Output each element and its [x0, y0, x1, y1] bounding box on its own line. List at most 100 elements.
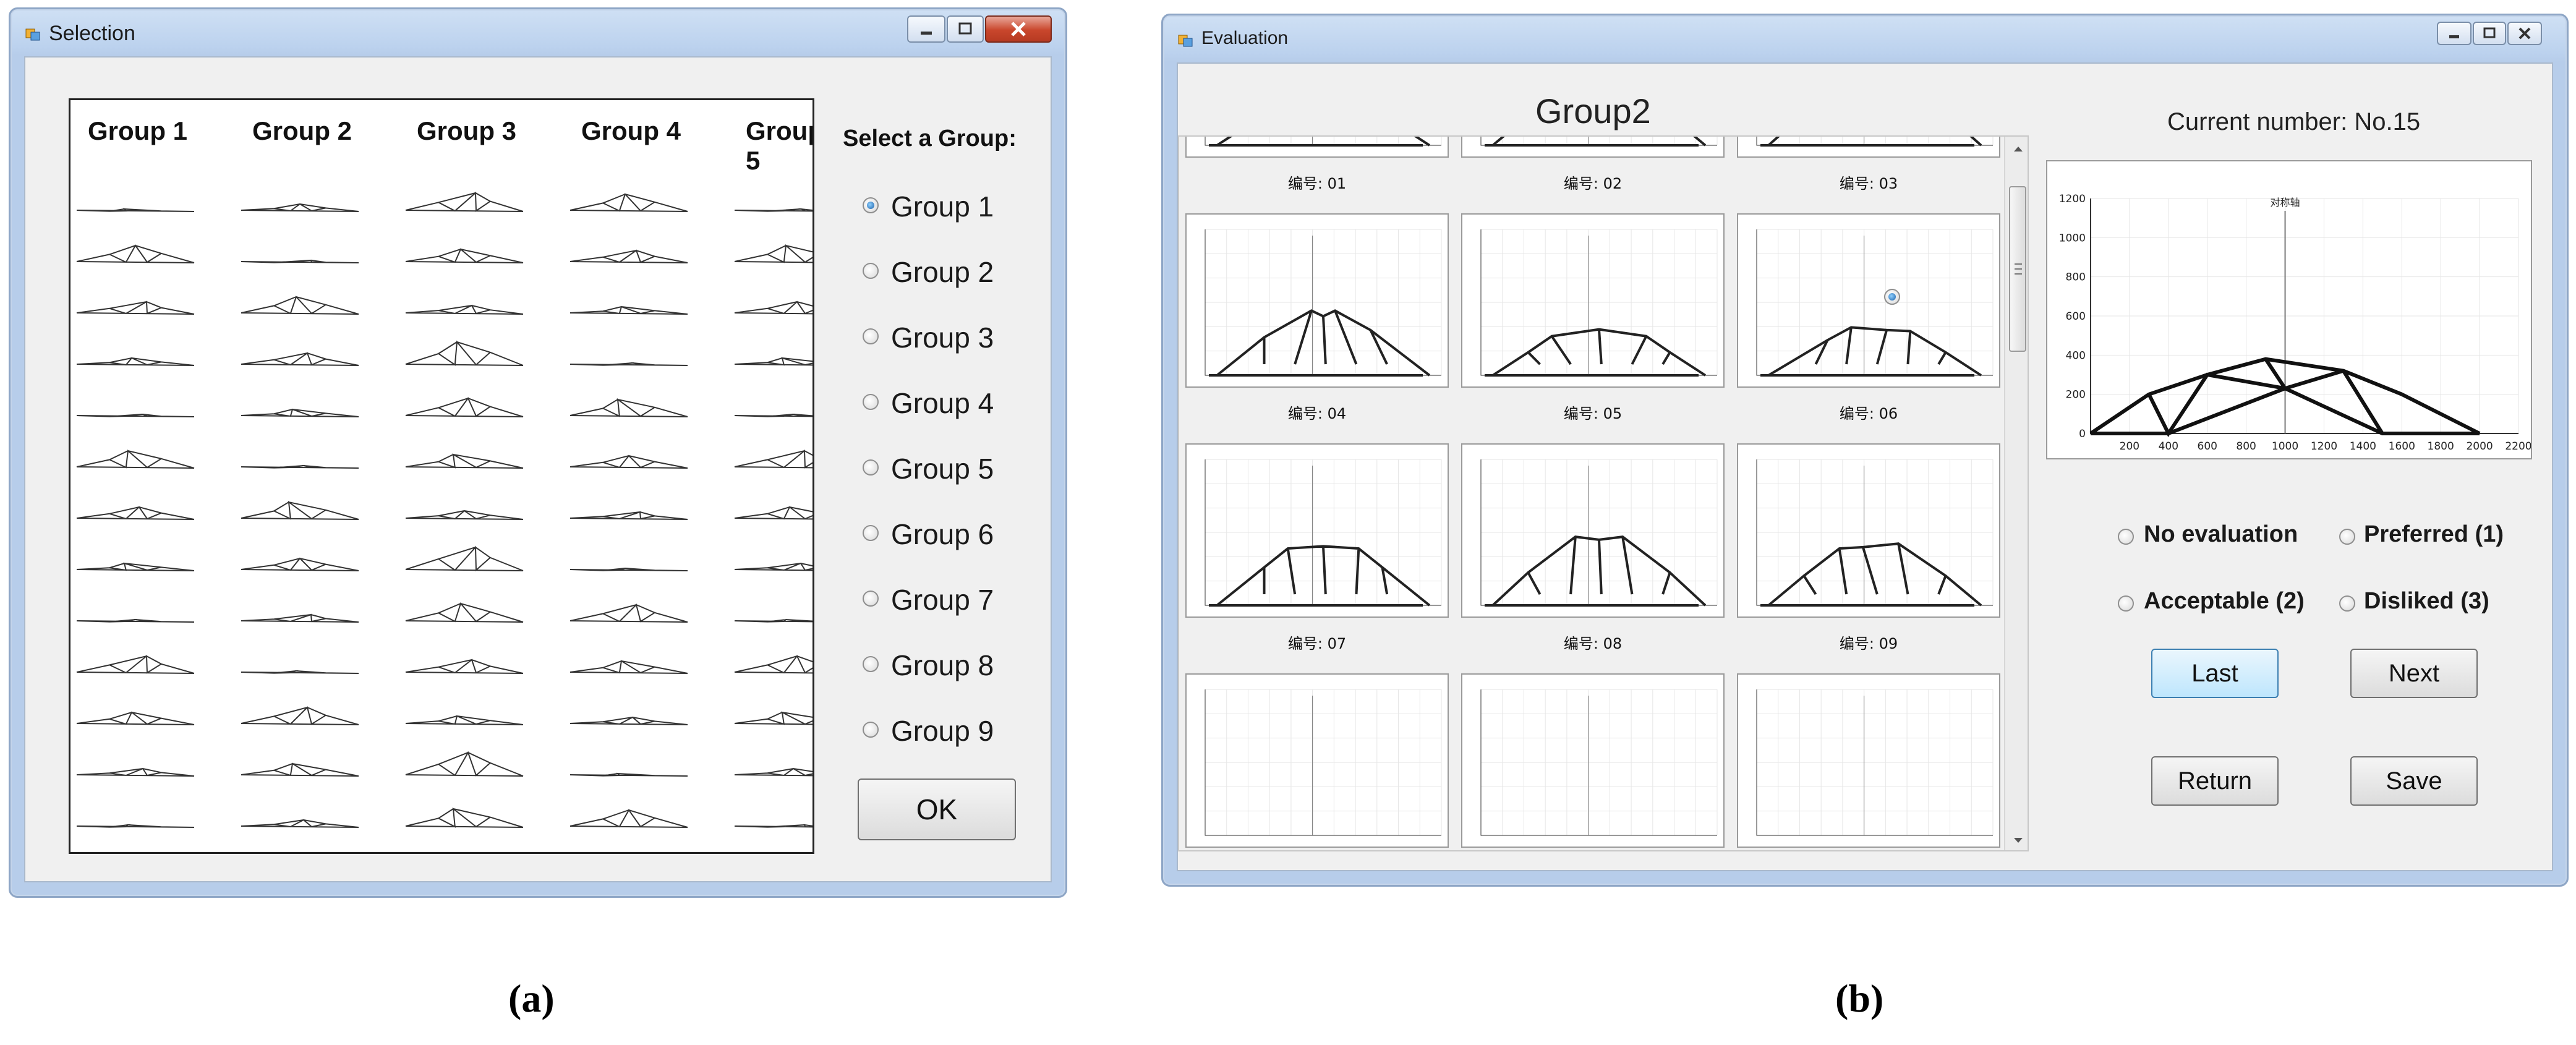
radio-group-9[interactable]	[863, 722, 879, 738]
truss-thumbnail[interactable]	[405, 304, 524, 315]
close-button[interactable]	[2507, 22, 2542, 45]
truss-thumbnail[interactable]	[569, 809, 688, 828]
truss-thumbnail[interactable]	[241, 500, 359, 520]
truss-thumbnail[interactable]	[76, 767, 195, 777]
truss-thumbnail[interactable]	[241, 762, 359, 777]
truss-thumbnail[interactable]	[734, 767, 814, 777]
truss-thumbnail[interactable]	[241, 706, 359, 725]
scrollbar-thumb[interactable]	[2009, 186, 2026, 352]
truss-thumbnail[interactable]	[241, 613, 359, 623]
truss-thumbnail[interactable]	[241, 557, 359, 571]
truss-thumbnail[interactable]	[76, 413, 195, 417]
truss-thumbnail[interactable]	[76, 711, 195, 725]
thumbnail-card[interactable]: 编号: 05	[1457, 210, 1728, 435]
thumbnail-card[interactable]: 编号: 03	[1733, 137, 2004, 205]
thumbnail-card[interactable]: 编号: 06	[1733, 210, 2004, 435]
last-button[interactable]: Last	[2151, 649, 2279, 698]
truss-thumbnail[interactable]	[405, 191, 524, 212]
truss-thumbnail[interactable]	[569, 772, 688, 777]
truss-thumbnail[interactable]	[569, 305, 688, 315]
vertical-scrollbar[interactable]	[2004, 137, 2029, 850]
thumbnail-card[interactable]	[1457, 670, 1728, 850]
save-button[interactable]: Save	[2350, 756, 2478, 806]
radio-disliked[interactable]	[2339, 595, 2355, 612]
ok-button[interactable]: OK	[858, 778, 1016, 840]
truss-thumbnail[interactable]	[734, 413, 814, 417]
thumbnail-card[interactable]: 编号: 08	[1457, 440, 1728, 665]
group-thumbnail-list[interactable]: Group 1 Group 2 Group 3 Group 4 Group 5	[69, 98, 814, 854]
truss-thumbnail[interactable]	[76, 244, 195, 263]
thumbnail-panel[interactable]: 编号: 01 编号: 02 编号: 03 编号: 04 编号: 05 编号: 06 编号: …	[1178, 135, 2029, 851]
scroll-down-icon[interactable]	[2005, 832, 2029, 850]
truss-thumbnail[interactable]	[734, 301, 814, 315]
radio-no-evaluation[interactable]	[2118, 529, 2134, 545]
truss-thumbnail[interactable]	[734, 506, 814, 520]
truss-thumbnail[interactable]	[734, 655, 814, 674]
thumbnail-card[interactable]	[1182, 670, 1452, 850]
truss-thumbnail[interactable]	[405, 659, 524, 674]
truss-thumbnail[interactable]	[734, 244, 814, 263]
truss-thumbnail[interactable]	[569, 454, 688, 469]
truss-thumbnail[interactable]	[76, 562, 195, 571]
radio-group-8[interactable]	[863, 656, 879, 672]
maximize-button[interactable]	[947, 15, 984, 43]
next-button[interactable]: Next	[2350, 649, 2478, 698]
truss-thumbnail[interactable]	[241, 203, 359, 212]
truss-thumbnail[interactable]	[241, 464, 359, 469]
minimize-button[interactable]	[907, 15, 945, 43]
minimize-button[interactable]	[2437, 22, 2472, 45]
truss-thumbnail[interactable]	[241, 670, 359, 674]
close-button[interactable]	[985, 15, 1052, 43]
scroll-up-icon[interactable]	[2005, 139, 2029, 158]
truss-thumbnail[interactable]	[734, 357, 814, 366]
radio-group-1[interactable]	[863, 197, 879, 213]
truss-thumbnail[interactable]	[241, 259, 359, 263]
radio-group-4[interactable]	[863, 394, 879, 410]
maximize-button[interactable]	[2473, 22, 2506, 45]
truss-thumbnail[interactable]	[405, 248, 524, 263]
truss-thumbnail[interactable]	[734, 449, 814, 469]
truss-thumbnail[interactable]	[569, 511, 688, 520]
truss-thumbnail[interactable]	[76, 357, 195, 366]
truss-thumbnail[interactable]	[241, 296, 359, 315]
truss-thumbnail[interactable]	[76, 208, 195, 212]
truss-thumbnail[interactable]	[734, 562, 814, 571]
truss-thumbnail[interactable]	[76, 654, 195, 674]
thumbnail-card[interactable]: 编号: 01	[1182, 137, 1452, 205]
radio-acceptable[interactable]	[2118, 595, 2134, 612]
truss-thumbnail[interactable]	[76, 618, 195, 623]
truss-thumbnail[interactable]	[569, 193, 688, 212]
thumbnail-card[interactable]: 编号: 07	[1182, 440, 1452, 665]
truss-thumbnail[interactable]	[569, 362, 688, 366]
truss-thumbnail[interactable]	[241, 352, 359, 366]
truss-thumbnail[interactable]	[569, 567, 688, 571]
radio-group-5[interactable]	[863, 459, 879, 476]
truss-thumbnail[interactable]	[569, 398, 688, 417]
thumbnail-card[interactable]: 编号: 02	[1457, 137, 1728, 205]
radio-preferred[interactable]	[2339, 529, 2355, 545]
truss-thumbnail[interactable]	[734, 824, 814, 828]
radio-group-6[interactable]	[863, 525, 879, 541]
evaluation-titlebar[interactable]: Evaluation	[1163, 15, 2567, 62]
truss-thumbnail[interactable]	[405, 715, 524, 725]
truss-thumbnail[interactable]	[241, 408, 359, 417]
truss-thumbnail[interactable]	[405, 751, 524, 777]
truss-thumbnail[interactable]	[569, 716, 688, 725]
truss-thumbnail[interactable]	[405, 397, 524, 417]
truss-thumbnail[interactable]	[569, 249, 688, 263]
return-button[interactable]: Return	[2151, 756, 2279, 806]
truss-thumbnail[interactable]	[405, 510, 524, 520]
truss-thumbnail[interactable]	[405, 807, 524, 828]
truss-thumbnail[interactable]	[734, 208, 814, 212]
truss-thumbnail[interactable]	[569, 604, 688, 623]
thumbnail-card[interactable]: 编号: 04	[1182, 210, 1452, 435]
selection-titlebar[interactable]: Selection	[11, 9, 1065, 56]
truss-thumbnail[interactable]	[405, 453, 524, 469]
truss-thumbnail[interactable]	[569, 660, 688, 674]
truss-thumbnail[interactable]	[241, 819, 359, 828]
truss-thumbnail[interactable]	[734, 711, 814, 725]
truss-thumbnail[interactable]	[405, 545, 524, 572]
truss-thumbnail[interactable]	[405, 340, 524, 366]
truss-thumbnail[interactable]	[76, 450, 195, 469]
truss-thumbnail[interactable]	[734, 618, 814, 623]
